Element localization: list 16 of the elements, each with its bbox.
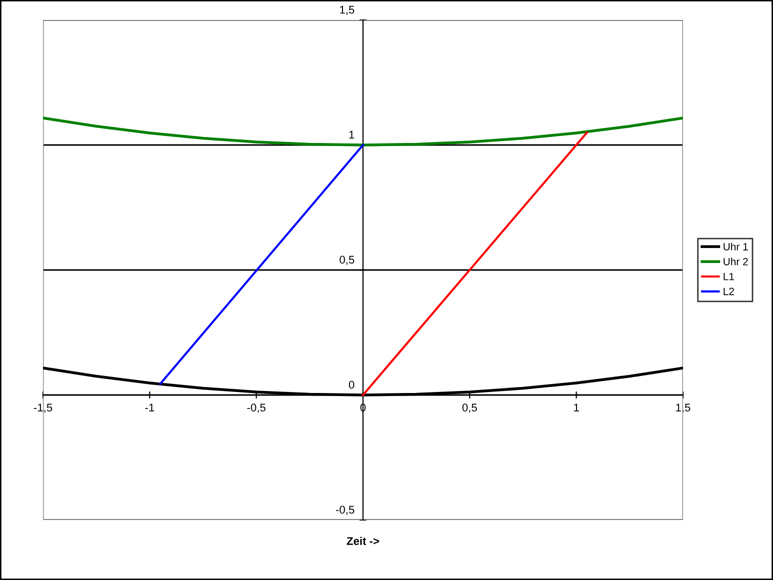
y-tick-label: 1 — [349, 130, 354, 139]
x-tick-label: -1 — [145, 404, 154, 412]
x-tick-label: -1,5 — [34, 404, 52, 413]
y-tick-label: 0,5 — [340, 256, 354, 265]
y-tick-label: -0,5 — [336, 506, 354, 515]
x-tick-label: -0,5 — [247, 404, 266, 413]
y-tick-label: 0 — [348, 380, 354, 389]
y-tick-label: 1,5 — [340, 6, 354, 15]
legend-label: L2 — [724, 288, 734, 296]
legend-label: Uhr 1 — [724, 242, 748, 250]
x-tick-label: 0,5 — [462, 404, 477, 413]
legend-label: Uhr 2 — [724, 258, 748, 266]
legend-label: L1 — [724, 272, 734, 280]
x-tick-label: 1 — [574, 404, 579, 412]
x-tick-label: 1,5 — [676, 404, 690, 413]
x-axis-title: Zeit -> — [346, 536, 380, 545]
